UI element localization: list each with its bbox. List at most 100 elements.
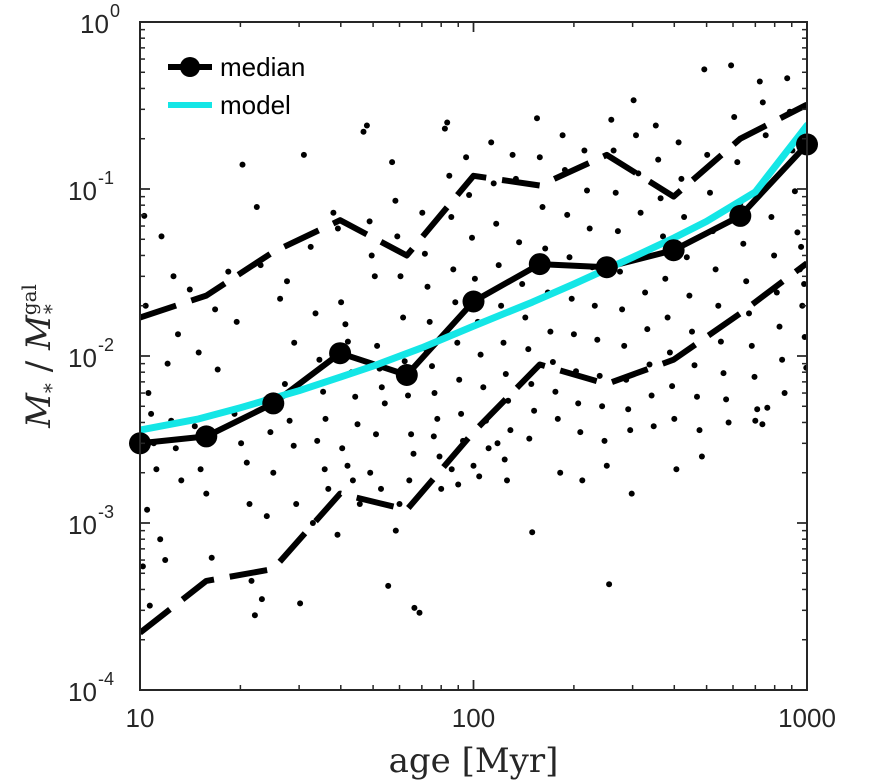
data-point [477,351,484,358]
data-point [448,466,455,473]
data-point [728,62,735,69]
data-point [293,501,300,507]
data-point [756,78,763,85]
data-point [781,390,788,396]
x-axis-label: age [Myr] [389,741,559,781]
data-point [586,225,593,232]
data-point [637,209,644,216]
data-point [731,114,738,120]
data-point [267,429,274,436]
data-point [424,283,431,290]
data-point [291,339,298,346]
data-point [360,128,367,135]
data-point [584,187,590,194]
data-point [529,529,536,536]
median-marker [662,239,685,262]
legend-entry-model: model [168,90,291,120]
data-point [536,154,543,161]
data-point [678,175,685,182]
data-point [564,211,571,218]
data-point [312,310,319,317]
data-point [258,596,265,603]
svg-text:-2: -2 [98,335,114,355]
data-point [309,520,316,526]
data-point [270,469,277,476]
data-point [455,481,462,488]
data-point [421,250,428,257]
data-point [408,431,415,438]
data-point [768,214,775,220]
y-tick-label: 10 -2 [68,335,114,373]
data-point [277,295,284,302]
y-tick-label: 10 0 [80,1,120,39]
data-point [673,466,680,473]
data-point [162,557,169,563]
y-tick-label: 10 -1 [68,168,114,206]
data-point [554,415,561,422]
data-point [707,189,713,196]
data-point [648,392,655,399]
data-point [794,229,801,236]
data-point [374,342,381,349]
data-point [366,218,373,225]
data-point [458,410,465,417]
median-marker [329,342,352,365]
data-point [392,197,399,204]
data-point [284,278,290,285]
data-point [698,453,705,460]
data-point [426,318,433,325]
data-point [145,390,152,396]
data-point [141,212,148,219]
scatter-points [140,62,807,619]
data-point [400,314,407,321]
data-point [158,233,165,240]
data-point [144,506,151,513]
data-point [300,151,307,158]
data-point [290,442,297,449]
data-point [436,453,443,460]
data-point [748,342,755,349]
data-point [419,209,426,216]
data-point [191,423,198,430]
data-point [581,147,588,154]
data-point [779,356,786,363]
data-point [549,359,556,365]
data-point [776,323,783,330]
data-point [381,400,388,407]
data-point [612,189,619,196]
data-point [570,331,577,338]
data-point [525,346,532,353]
svg-text:10: 10 [68,343,97,373]
data-point [798,243,805,250]
svg-text:-3: -3 [98,502,114,522]
data-point [488,139,495,146]
data-point [238,440,245,447]
data-point [208,554,215,561]
data-point [547,328,554,335]
data-point [771,252,778,259]
data-point [140,563,146,570]
median-marker [528,253,551,276]
data-point [627,427,634,434]
data-point [334,225,341,232]
data-point [334,531,341,538]
data-point [762,132,769,139]
data-point [507,427,514,434]
data-point [297,600,304,607]
data-point [704,151,711,158]
data-point [662,275,669,282]
data-point [466,192,473,198]
data-point [253,204,260,210]
data-point [246,501,253,507]
data-point [528,381,535,387]
data-point [493,220,500,227]
data-point [344,338,351,345]
data-point [635,170,642,177]
svg-text:10: 10 [68,510,97,540]
data-point [552,388,559,395]
data-point [212,306,219,313]
legend: median model [168,52,305,120]
data-point [494,440,501,447]
data-point [791,188,798,195]
data-point [519,281,526,287]
